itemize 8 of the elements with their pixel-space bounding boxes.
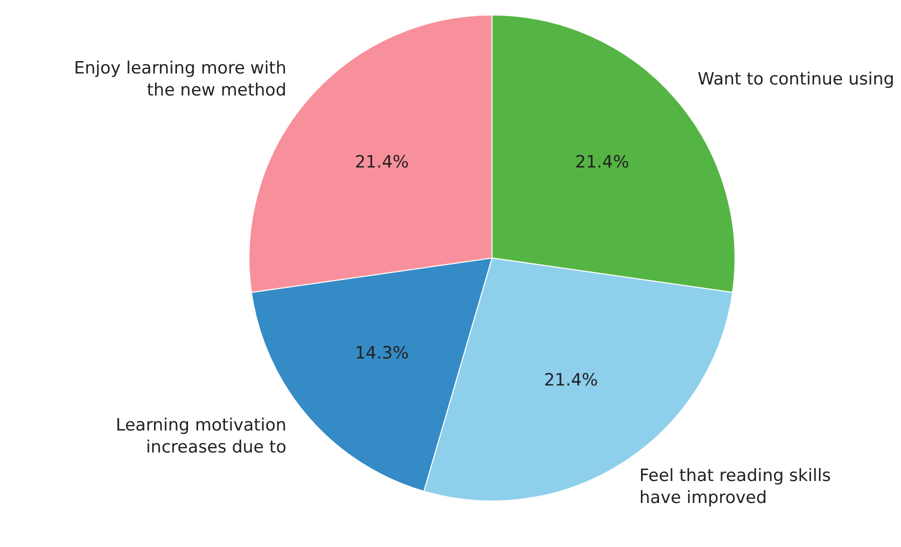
data-label: 21.4% [544,370,598,391]
data-label: 14.3% [354,344,409,364]
slice-label: Want to continue using [698,70,894,90]
slice-label: Learning motivation increases due to [116,415,286,458]
slice-label: Enjoy learning more with the new method [74,58,286,101]
slice-label: Feel that reading skills have improved [639,466,832,508]
data-label: 21.4% [575,152,630,172]
data-label: 21.4% [354,152,409,172]
